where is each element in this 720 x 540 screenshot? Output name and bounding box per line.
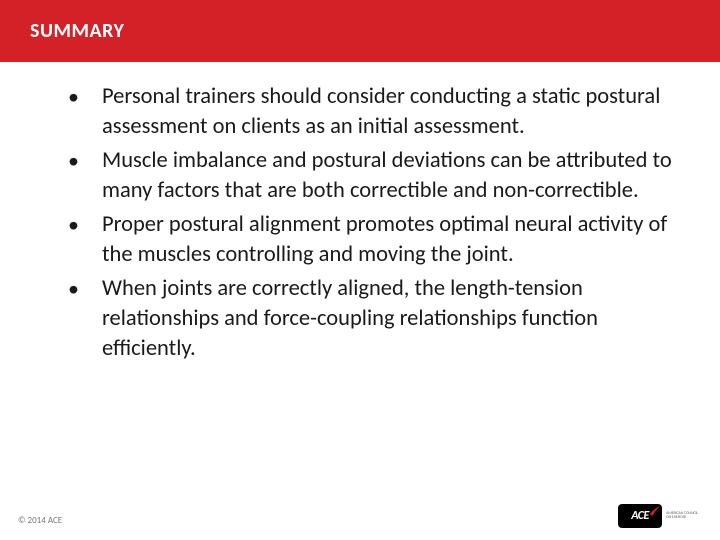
list-item: • When joints are correctly aligned, the… [68, 274, 680, 364]
bullet-icon: • [68, 274, 102, 364]
header-bar: SUMMARY [0, 0, 720, 62]
logo-subtext: AMERICAN COUNCIL ON EXERCISE [666, 512, 698, 520]
logo-swoosh-icon [650, 506, 660, 516]
content-area: • Personal trainers should consider cond… [0, 62, 720, 364]
bullet-icon: • [68, 82, 102, 142]
ace-logo: ACE AMERICAN COUNCIL ON EXERCISE [618, 504, 698, 528]
slide: SUMMARY • Personal trainers should consi… [0, 0, 720, 540]
bullet-text: Proper postural alignment promotes optim… [102, 210, 680, 270]
bullet-text: When joints are correctly aligned, the l… [102, 274, 680, 364]
list-item: • Personal trainers should consider cond… [68, 82, 680, 142]
bullet-icon: • [68, 210, 102, 270]
bullet-list: • Personal trainers should consider cond… [68, 82, 680, 364]
bullet-text: Personal trainers should consider conduc… [102, 82, 680, 142]
logo-text: ACE [631, 509, 649, 523]
bullet-icon: • [68, 146, 102, 206]
logo-badge: ACE [618, 504, 662, 528]
copyright-text: © 2014 ACE [18, 515, 62, 526]
list-item: • Proper postural alignment promotes opt… [68, 210, 680, 270]
logo-sub-bottom: ON EXERCISE [666, 516, 698, 520]
slide-title: SUMMARY [30, 19, 124, 43]
list-item: • Muscle imbalance and postural deviatio… [68, 146, 680, 206]
bullet-text: Muscle imbalance and postural deviations… [102, 146, 680, 206]
